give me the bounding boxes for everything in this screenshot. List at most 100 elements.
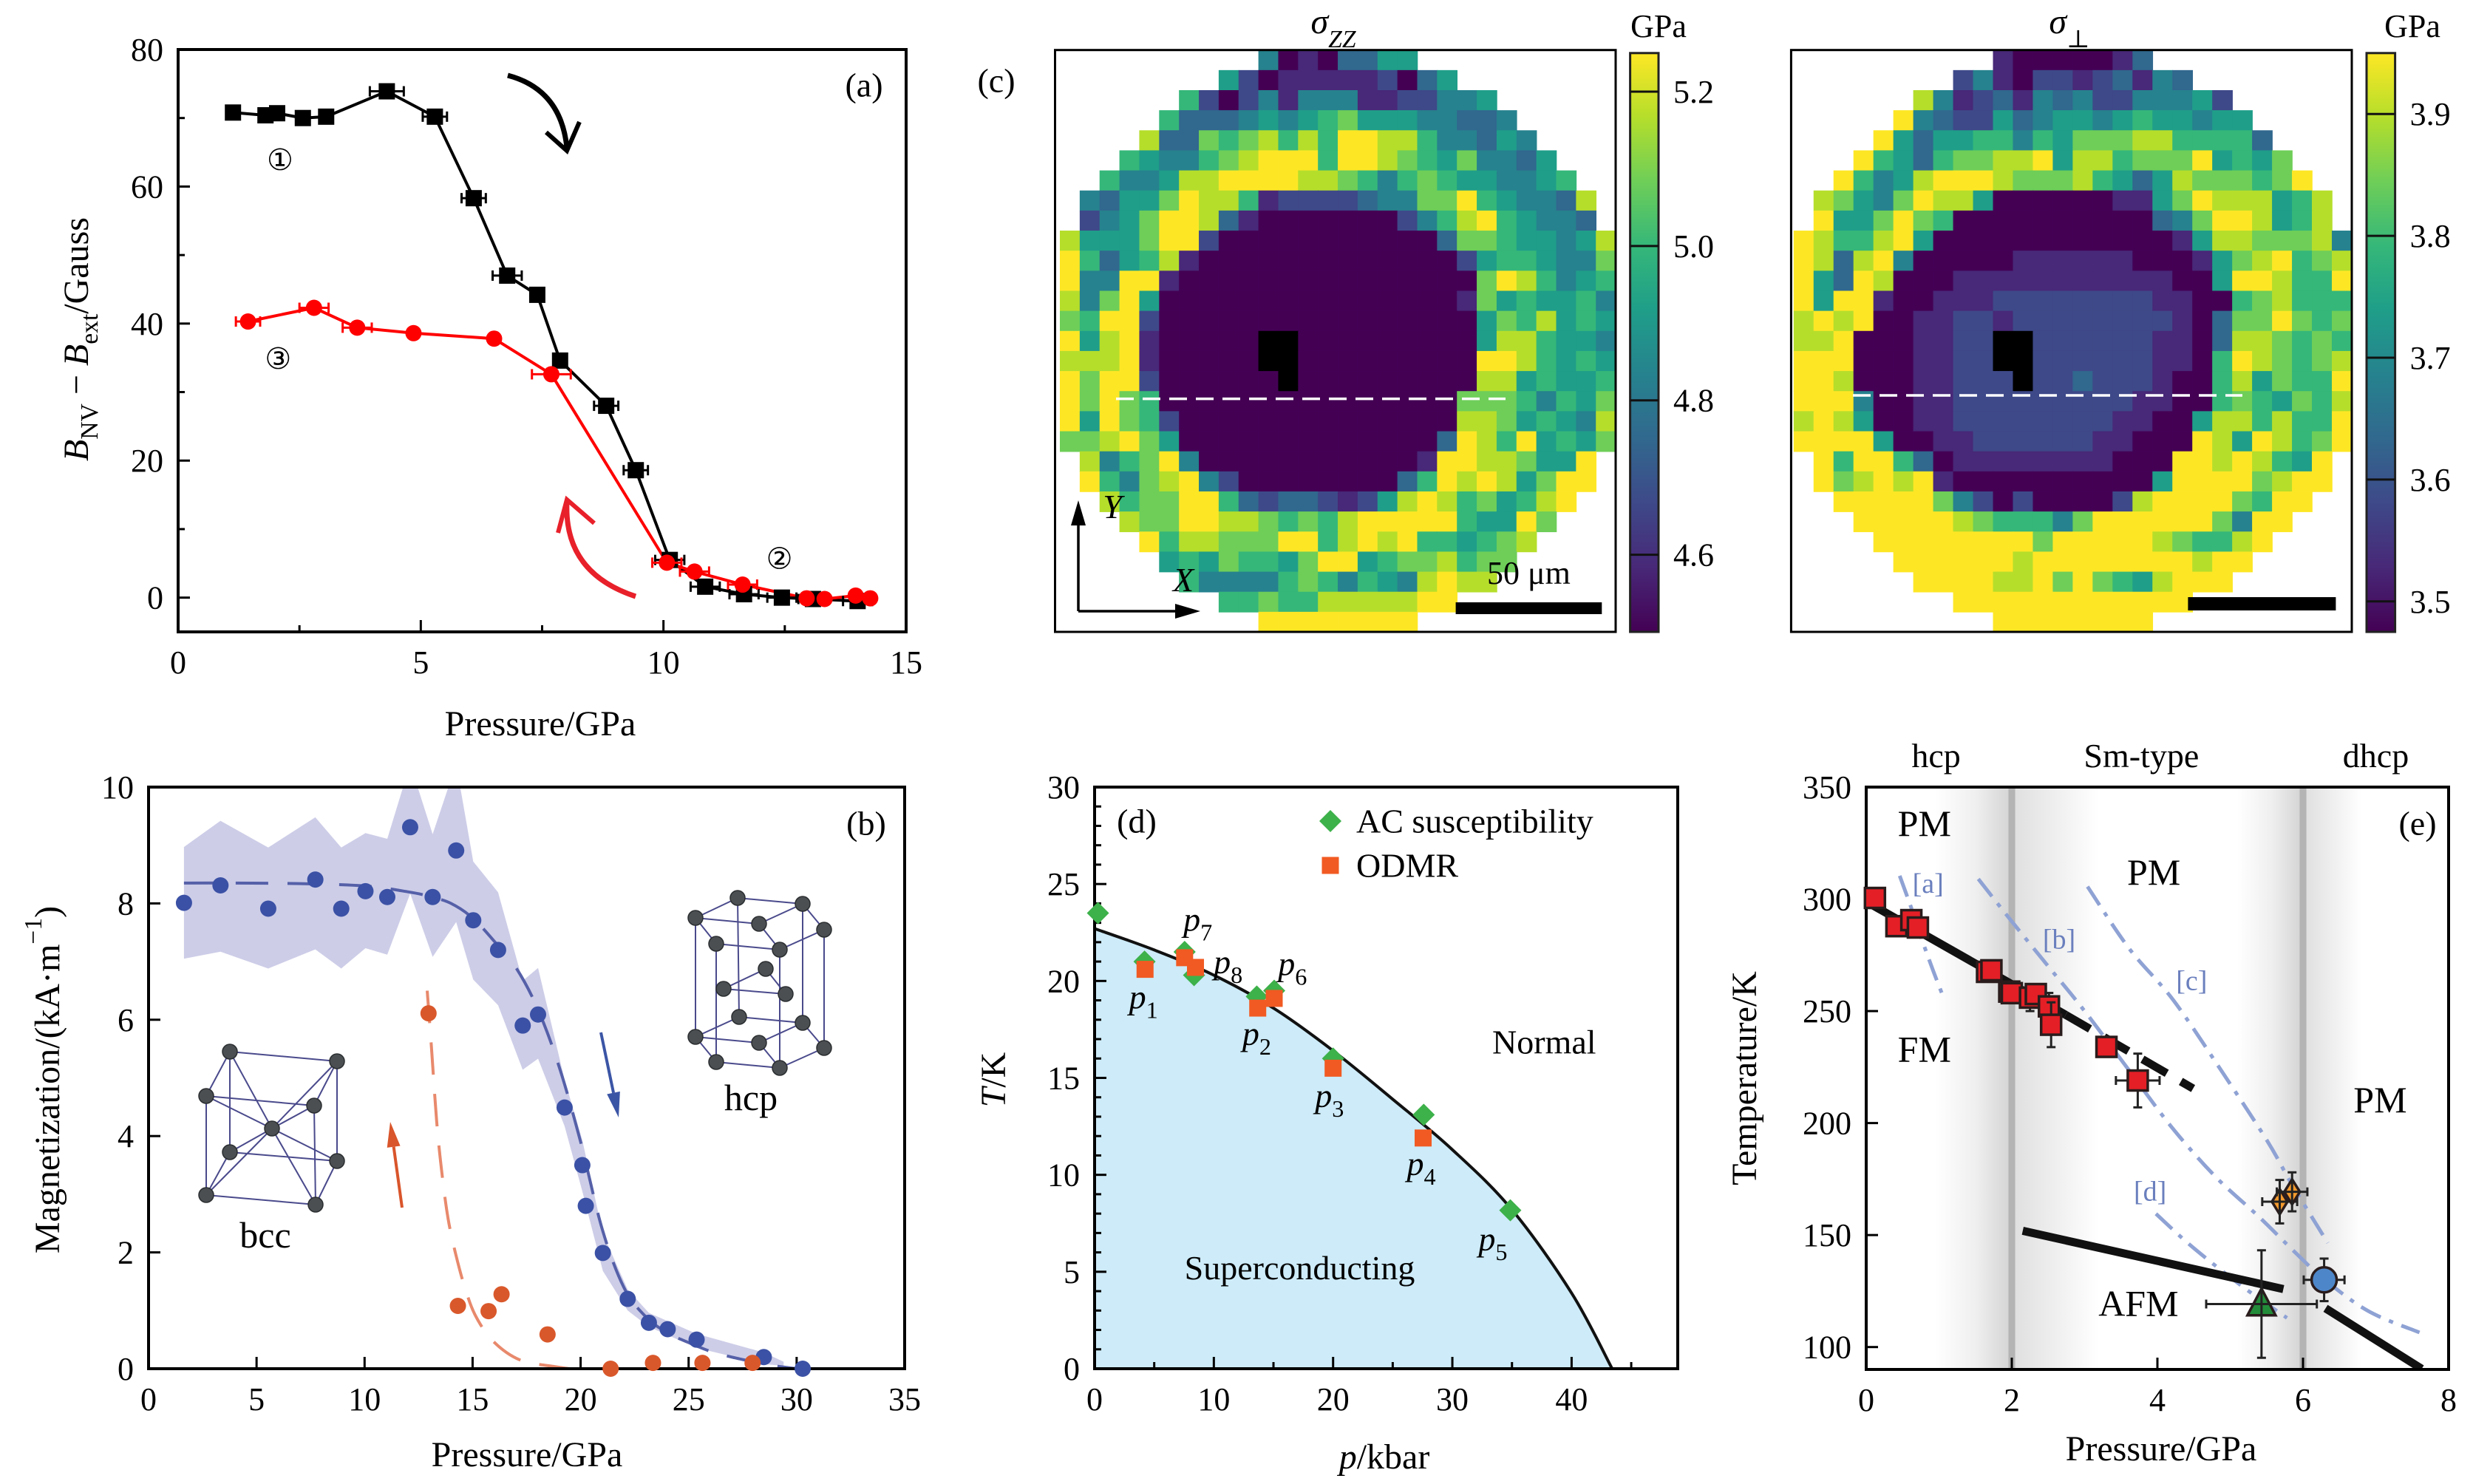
heatmap-cell [2212,471,2233,492]
heatmap-cell [2172,431,2193,452]
heatmap-cell [1457,270,1477,292]
heatmap-cell [2172,571,2193,593]
heatmap-cell [1993,471,2014,492]
heatmap-cell [1278,531,1299,553]
heatmap-cell [2013,170,2034,191]
heatmap-cell [1298,471,1319,492]
text-part: Pressure/GPa [2066,1429,2257,1468]
heatmap-cell [1833,170,1854,191]
heatmap-cell [2092,251,2114,272]
heatmap-cell [2112,210,2134,231]
heatmap-cell [2013,270,2034,292]
heatmap-cell [1516,531,1537,553]
heatmap-cell [2252,471,2273,492]
heatmap-cell [2052,411,2074,432]
heatmap-cell [1516,471,1537,492]
heatmap-cell [1457,130,1477,152]
heatmap-cell [1933,571,1954,593]
heatmap-cell [1417,150,1438,171]
heatmap-cell [2072,90,2094,111]
lattice-bond [205,1095,273,1129]
heatmap-cell [1397,50,1418,71]
heatmap-cell [1079,290,1101,312]
phase-boundary-line [2008,787,2016,1369]
heatmap-cell [1119,330,1140,352]
data-point [542,366,559,383]
heatmap-cell [1973,130,1994,152]
heatmap-cell [2192,190,2213,211]
y-tick-label: 300 [1803,882,1851,918]
legend-marker [1321,857,1339,874]
heatmap-cell [1536,210,1557,231]
heatmap-cell [1993,270,2014,292]
heatmap-cell [1833,431,1854,452]
arrowhead [387,1122,401,1148]
heatmap-cell [2152,231,2174,251]
heatmap-cell [2172,531,2193,553]
lattice-bond [271,1061,338,1129]
heatmap-cell [1238,531,1259,553]
heatmap-cell [1437,531,1457,553]
plot-area [183,787,797,1369]
heatmap-cell [1437,150,1457,171]
scale-bar [2188,597,2336,610]
lattice-atom [329,1053,345,1069]
heatmap-cell [1833,371,1854,392]
heatmap-cell [2033,491,2054,512]
heatmap-cell [1278,130,1299,152]
heatmap-cell [2072,310,2094,332]
heatmap-cell [1536,231,1557,251]
heatmap-cell [1218,371,1239,392]
region-label: Superconducting [1185,1249,1415,1287]
heatmap-cell [1973,591,1994,613]
heatmap-cell [1238,330,1259,352]
heatmap-cell [2092,170,2114,191]
heatmap-cell [1596,391,1616,412]
data-point [602,1361,619,1377]
heatmap-cell [1576,190,1597,211]
pressure-point-label: p6 [1276,944,1307,990]
heatmap-cell [1457,431,1477,452]
heatmap-cell [1218,511,1239,533]
heatmap-cell [1397,551,1418,573]
x-tick-label: 5 [248,1381,265,1417]
heatmap-cell [1437,371,1457,392]
heatmap-cell [1318,210,1338,231]
heatmap-cell [1139,371,1160,392]
heatmap-cell [1913,170,1934,191]
heatmap-cell [1338,170,1358,191]
heatmap-cell [1357,350,1378,372]
heatmap-cell [1238,150,1259,171]
heatmap-cell [2152,110,2174,132]
heatmap-cell [2331,270,2353,292]
heatmap-cell [2092,511,2114,533]
heatmap-cell [1813,371,1834,392]
heatmap-cell [2092,451,2114,472]
heatmap-cell [2172,511,2193,533]
heatmap-cell [2252,150,2273,171]
heatmap-cell [1278,571,1299,593]
plot-area [233,89,871,603]
heatmap-cell [1993,491,2014,512]
text-part: ext [76,313,103,344]
phase-band-right [2015,787,2100,1369]
data-point [259,900,276,917]
heatmap-cell [1357,411,1378,432]
heatmap-cell [1973,330,1994,352]
heatmap-cell [1793,350,1814,372]
heatmap-cell [1417,170,1438,191]
heatmap-cell [1199,411,1220,432]
heatmap-cell [1079,451,1101,472]
legend-label: AC susceptibility [1356,803,1593,840]
heatmap-cell [1099,231,1120,251]
heatmap-cell [1477,110,1497,132]
heatmap-cell [1377,531,1398,553]
heatmap-cell [2013,471,2034,492]
heatmap-cell [1993,551,2014,573]
heatmap-cell [2152,431,2174,452]
phase-boundary-line [2299,787,2307,1369]
heatmap-cell [1377,290,1398,312]
heatmap-cell [1060,290,1081,312]
heatmap-cell [1893,551,1914,573]
heatmap-cell [1516,150,1537,171]
